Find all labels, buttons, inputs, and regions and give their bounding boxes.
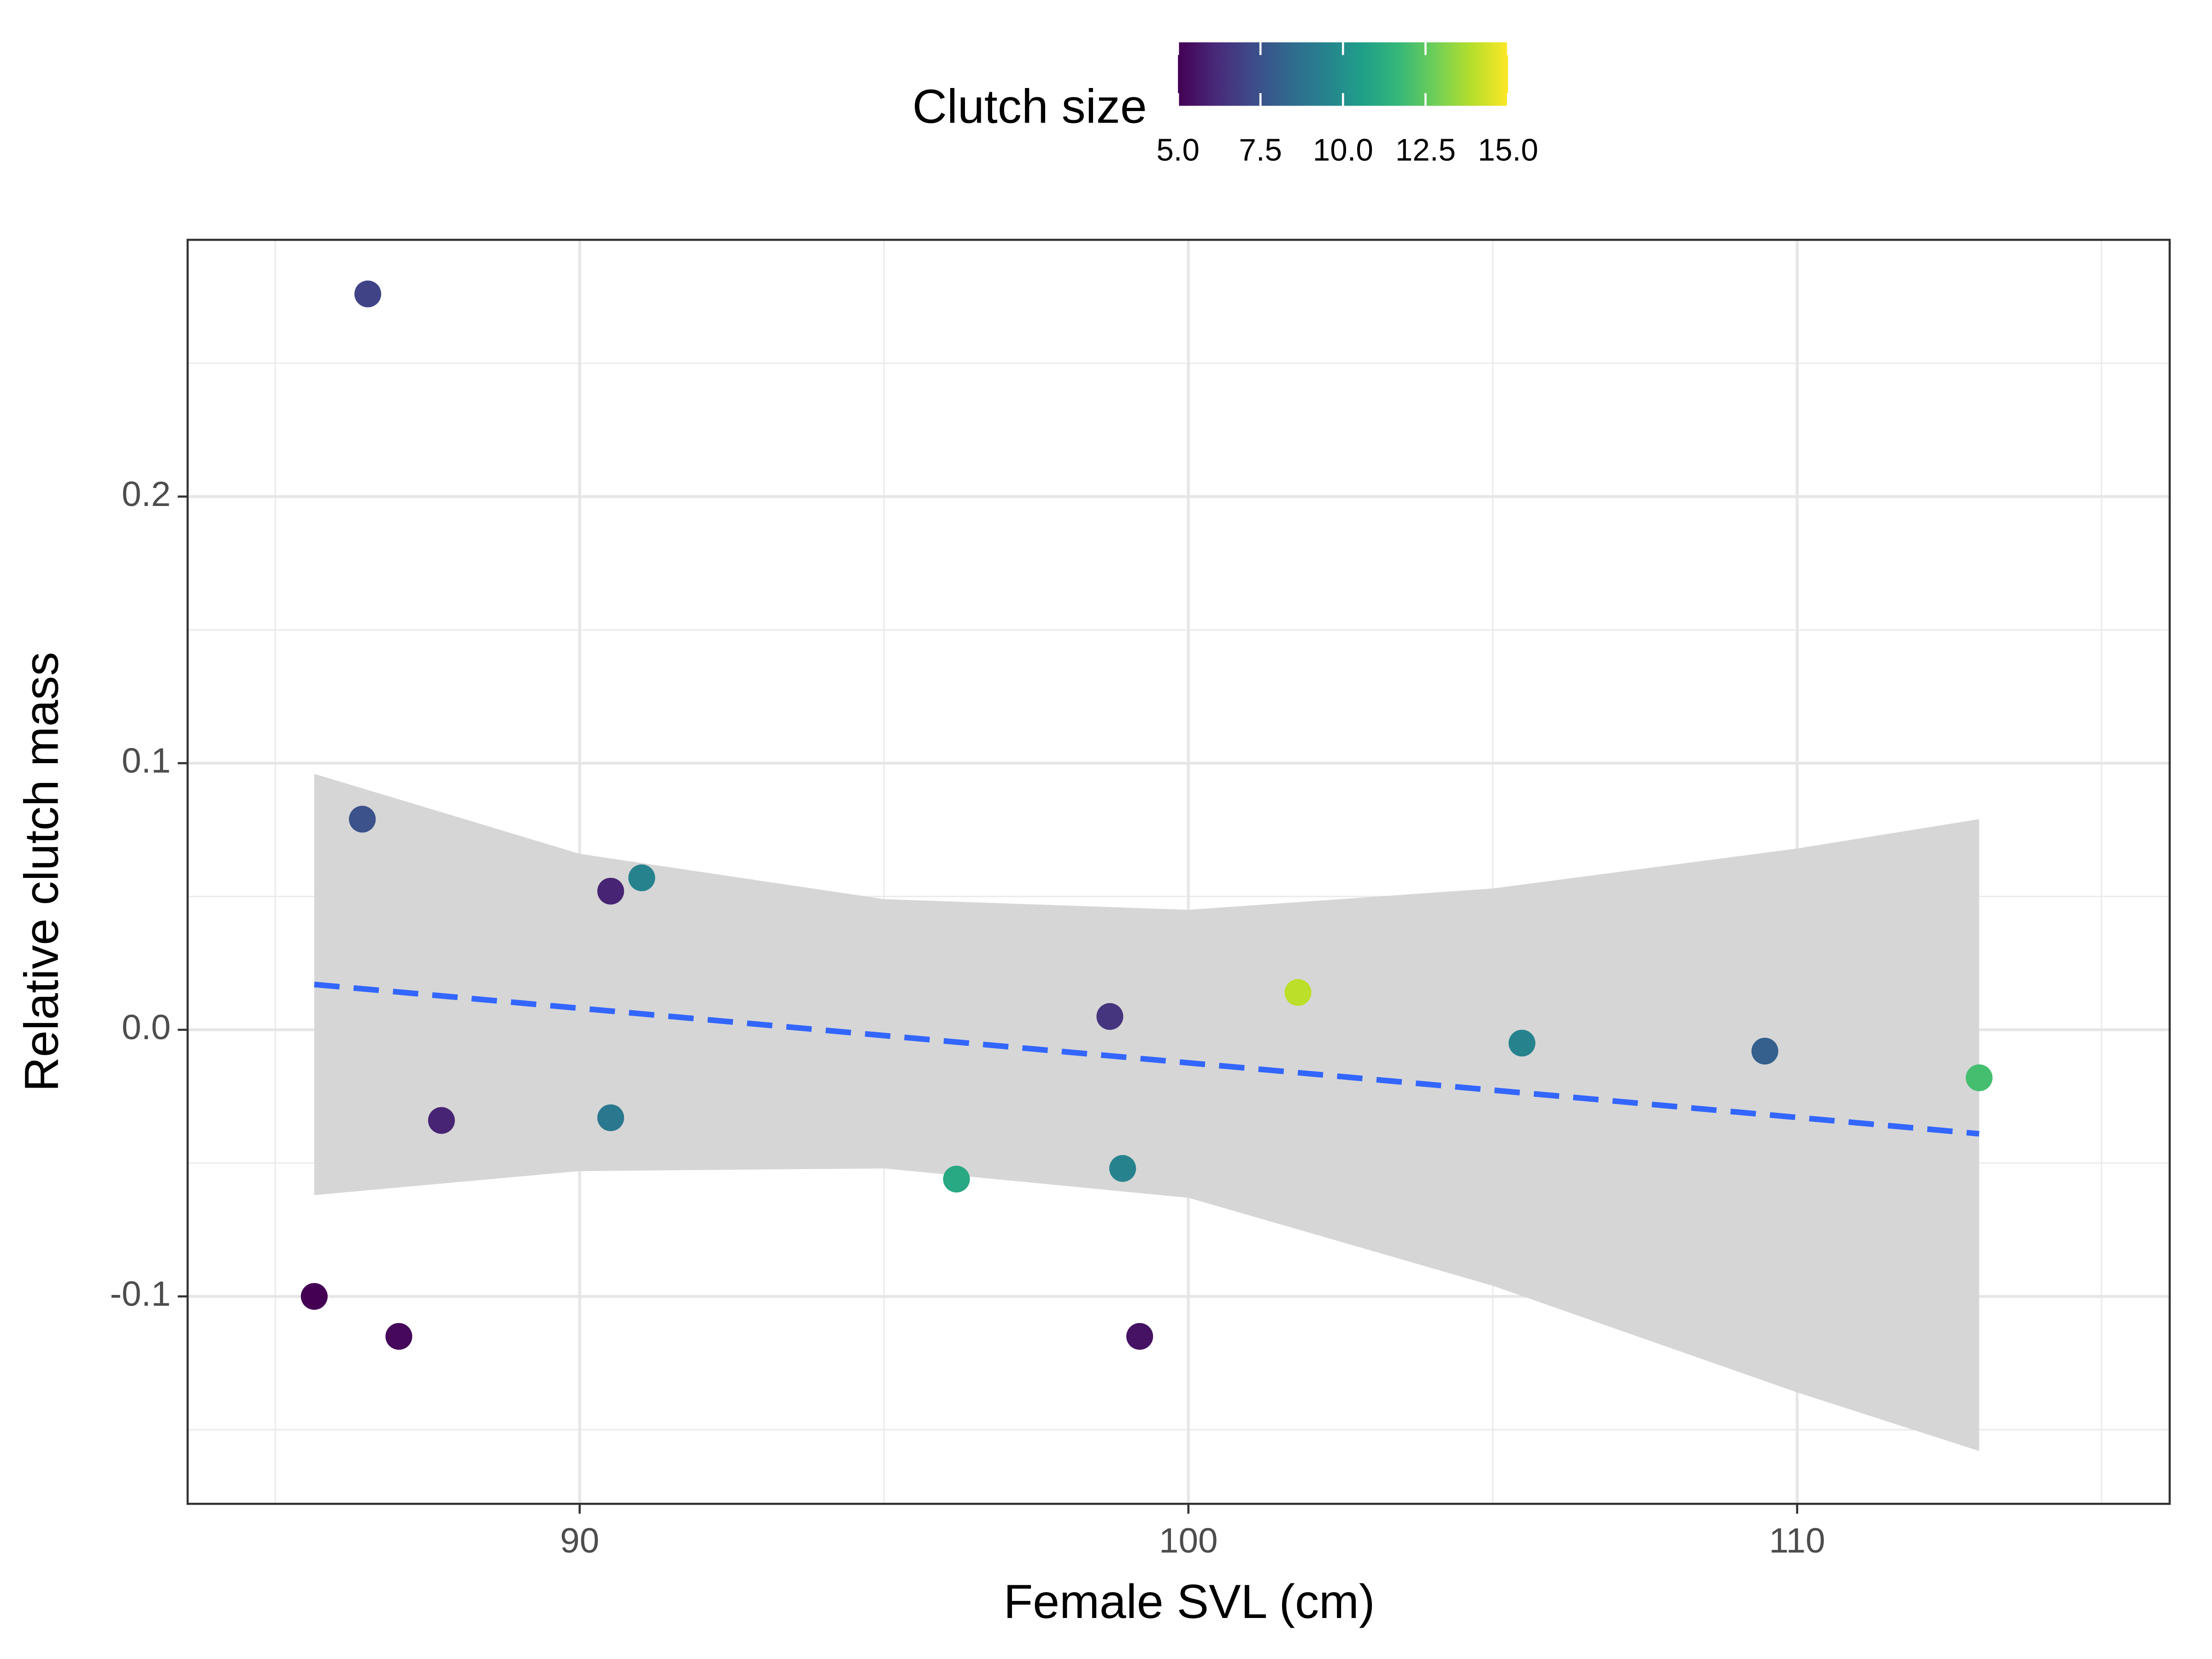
data-point: [1109, 1155, 1136, 1182]
x-tick-label: 110: [1769, 1521, 1825, 1560]
data-point: [1965, 1064, 1993, 1091]
legend-title: Clutch size: [912, 80, 1147, 133]
data-point: [354, 280, 382, 307]
data-point: [349, 806, 376, 833]
data-point: [1751, 1037, 1778, 1065]
fit-line: [314, 982, 1980, 1137]
data-point: [1126, 1323, 1153, 1350]
data-point: [300, 1283, 328, 1310]
data-point: [597, 877, 624, 905]
colorbar-tick-label: 12.5: [1395, 133, 1456, 167]
x-tick-label: 90: [560, 1521, 599, 1560]
y-tick-label: 0.2: [122, 475, 171, 514]
y-tick-label: -0.1: [110, 1274, 171, 1313]
colorbar-tick-label: 10.0: [1313, 133, 1373, 167]
y-tick-label: 0.1: [122, 741, 171, 780]
colorbar-tick-label: 7.5: [1239, 133, 1282, 167]
x-axis-title: Female SVL (cm): [1004, 1575, 1375, 1629]
data-point: [597, 1104, 624, 1131]
y-axis-title: Relative clutch mass: [15, 652, 68, 1092]
data-point: [428, 1107, 455, 1134]
x-tick-label: 100: [1159, 1521, 1218, 1560]
data-point: [385, 1323, 412, 1350]
data-point: [1284, 979, 1312, 1006]
colorbar-tick-label: 5.0: [1156, 133, 1200, 167]
confidence-band: [314, 774, 1979, 1451]
colorbar-tick-label: 15.0: [1478, 133, 1538, 167]
data-point: [1508, 1030, 1535, 1057]
plot-border: [186, 239, 2171, 1505]
data-point: [628, 864, 655, 891]
data-point: [1096, 1003, 1124, 1030]
data-point: [943, 1165, 970, 1193]
y-tick-label: 0.0: [122, 1008, 171, 1047]
